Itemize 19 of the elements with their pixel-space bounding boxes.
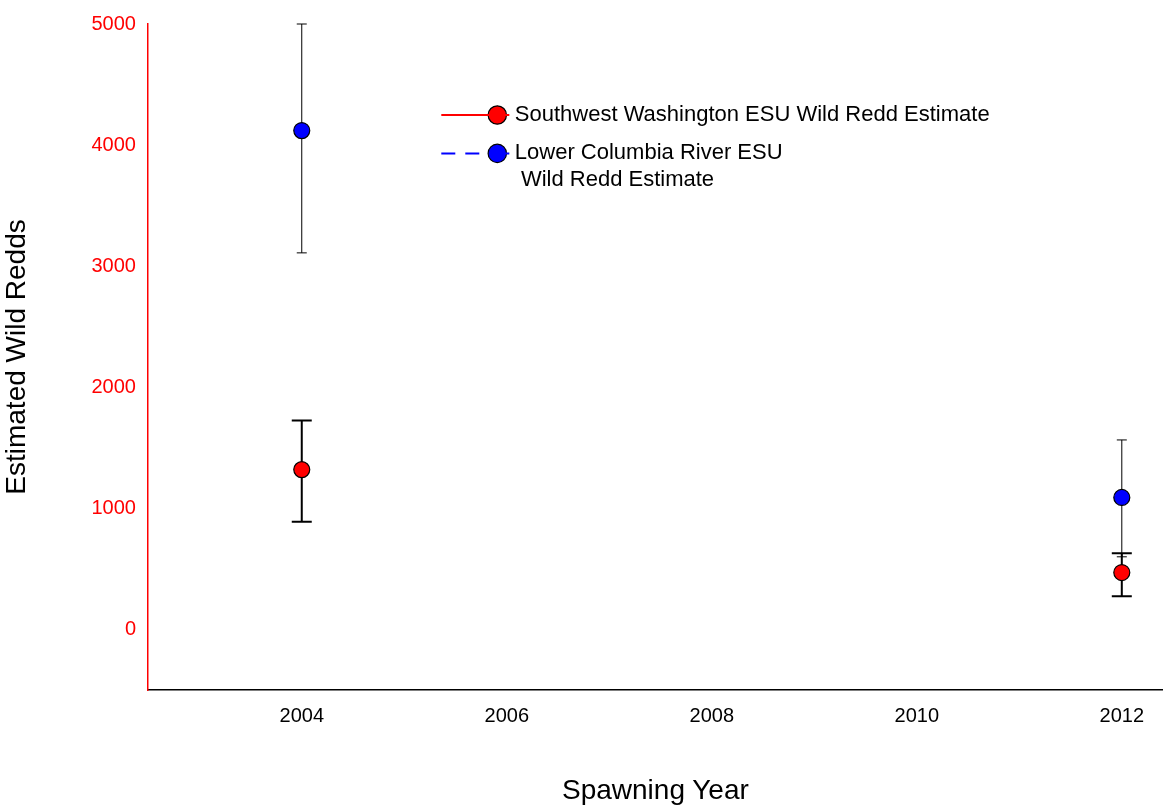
- legend-label: Southwest Washington ESU Wild Redd Estimate: [514, 101, 990, 127]
- y-tick-label: 1000: [91, 495, 136, 518]
- y-tick-label: 5000: [91, 11, 136, 34]
- point: [1113, 488, 1131, 507]
- point: [1113, 563, 1131, 582]
- x-tick-label: 2010: [894, 703, 940, 726]
- point: [293, 461, 311, 479]
- y-tick-label: 4000: [91, 132, 136, 155]
- x-tick-label: 2004: [279, 703, 325, 726]
- x-tick-label: 2012: [1099, 703, 1145, 726]
- x-tick-label: 2008: [689, 703, 735, 726]
- point: [293, 121, 311, 140]
- y-tick-label: 2000: [91, 374, 136, 397]
- legend-label: Lower Columbia River ESU Wild Redd Estimate: [514, 139, 783, 191]
- x-axis-title: Spawning Year: [561, 773, 749, 805]
- y-axis-title: Estimated Wild Redds: [0, 219, 31, 495]
- x-tick-label: 2006: [484, 703, 530, 726]
- y-tick-label: 0: [124, 616, 136, 639]
- y-tick-label: 3000: [91, 253, 136, 276]
